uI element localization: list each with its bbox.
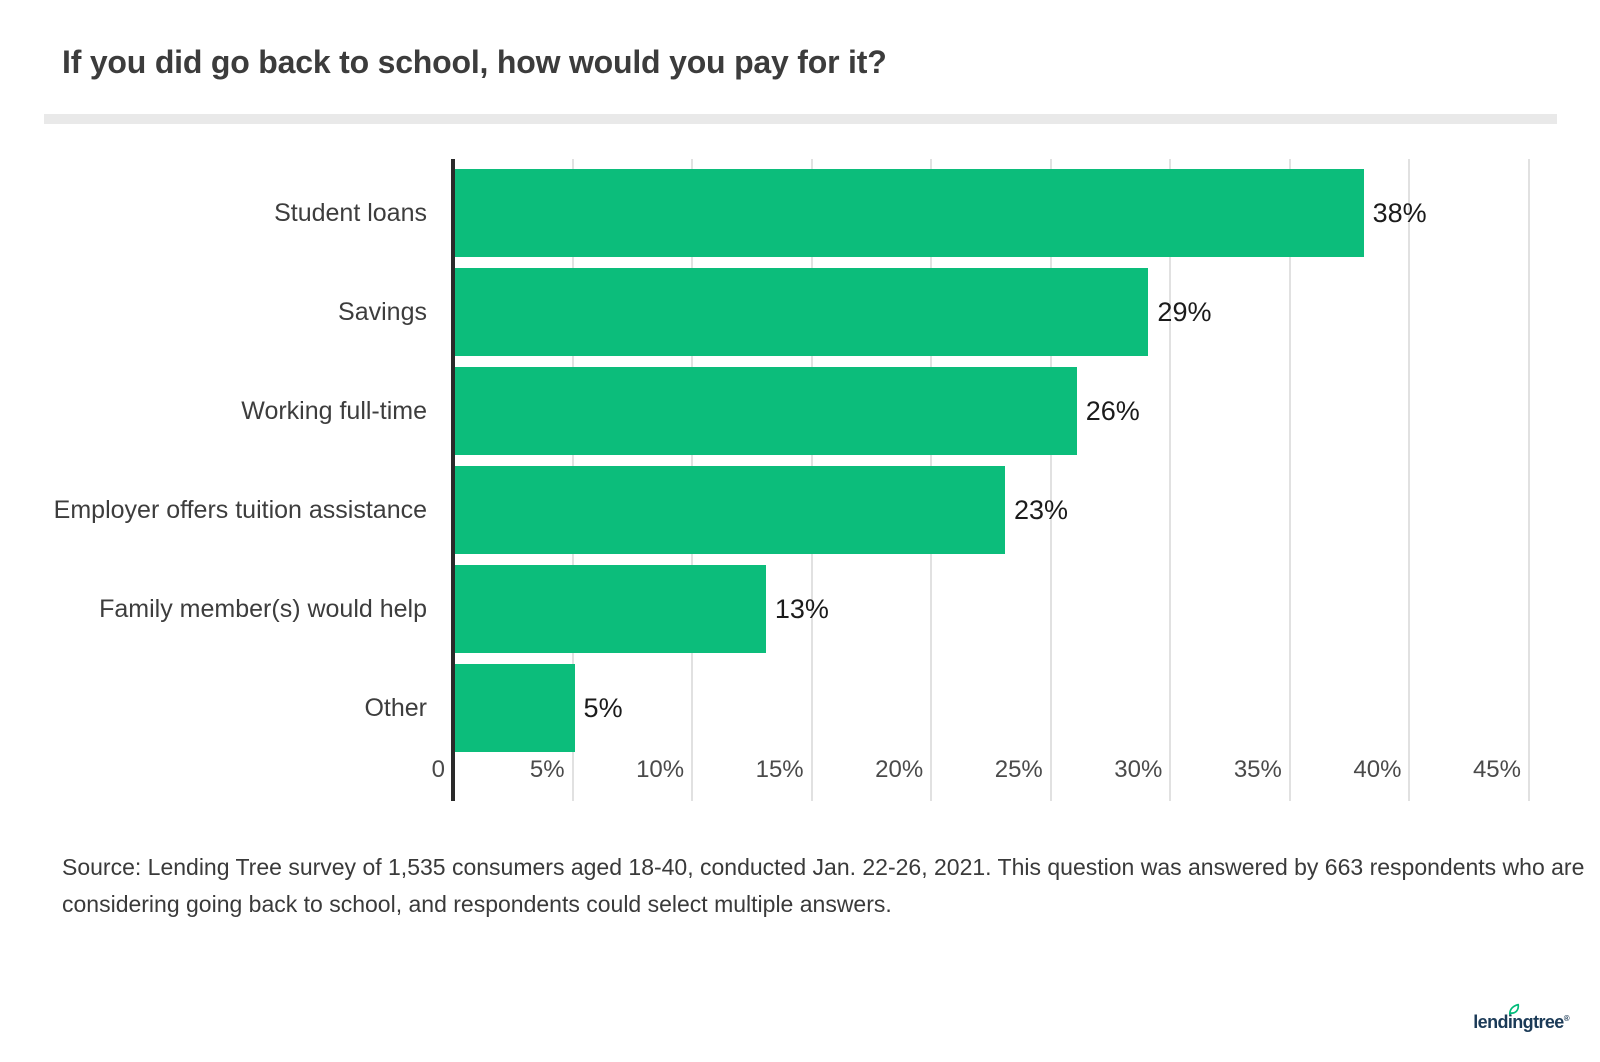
page-title: If you did go back to school, how would …: [62, 44, 887, 80]
source-note-line: considering going back to school, and re…: [62, 891, 892, 917]
y-axis-line: [451, 159, 455, 801]
gridline: [1169, 159, 1172, 801]
registered-mark: ®: [1563, 1014, 1570, 1023]
bar: [455, 268, 1149, 356]
category-label: Student loans: [274, 198, 427, 227]
value-label: 5%: [583, 692, 623, 723]
value-label: 23%: [1013, 494, 1068, 525]
gridline: [1288, 159, 1291, 801]
bar: [455, 565, 766, 653]
value-label: 38%: [1372, 197, 1427, 228]
gridline: [1049, 159, 1052, 801]
source-note: Source: Lending Tree survey of 1,535 con…: [62, 849, 1584, 923]
leaf-icon: [1509, 1003, 1520, 1015]
bar: [455, 169, 1364, 257]
x-axis-tick-label: 0: [431, 756, 445, 783]
value-label: 29%: [1157, 296, 1212, 327]
x-axis-tick-label: 40%: [1353, 756, 1402, 783]
gridline: [1408, 159, 1411, 801]
category-label: Savings: [338, 297, 427, 326]
x-axis-tick-label: 30%: [1114, 756, 1163, 783]
bar: [455, 466, 1005, 554]
lendingtree-logo: lendingtree®: [1473, 1003, 1570, 1033]
x-axis-tick-label: 5%: [529, 756, 565, 783]
logo-wordmark: lendingtree®: [1473, 1003, 1570, 1033]
logo-text: lendingtree: [1473, 1012, 1564, 1032]
bar: [455, 367, 1077, 455]
category-label: Other: [364, 693, 427, 722]
gridline: [1528, 159, 1530, 801]
x-axis-tick-label: 10%: [636, 756, 685, 783]
bar: [455, 664, 575, 752]
x-axis-tick-label: 20%: [875, 756, 924, 783]
x-axis-tick-label: 25%: [994, 756, 1043, 783]
x-axis-tick-label: 45%: [1472, 756, 1521, 783]
source-note-line: Source: Lending Tree survey of 1,535 con…: [62, 854, 1585, 880]
category-label: Working full-time: [241, 396, 427, 425]
value-label: 13%: [774, 593, 829, 624]
value-label: 26%: [1085, 395, 1140, 426]
category-label: Employer offers tuition assistance: [53, 495, 427, 524]
x-axis-tick-label: 35%: [1233, 756, 1282, 783]
category-label: Family member(s) would help: [99, 594, 427, 623]
title-divider: [44, 114, 1557, 124]
x-axis-tick-label: 15%: [755, 756, 804, 783]
